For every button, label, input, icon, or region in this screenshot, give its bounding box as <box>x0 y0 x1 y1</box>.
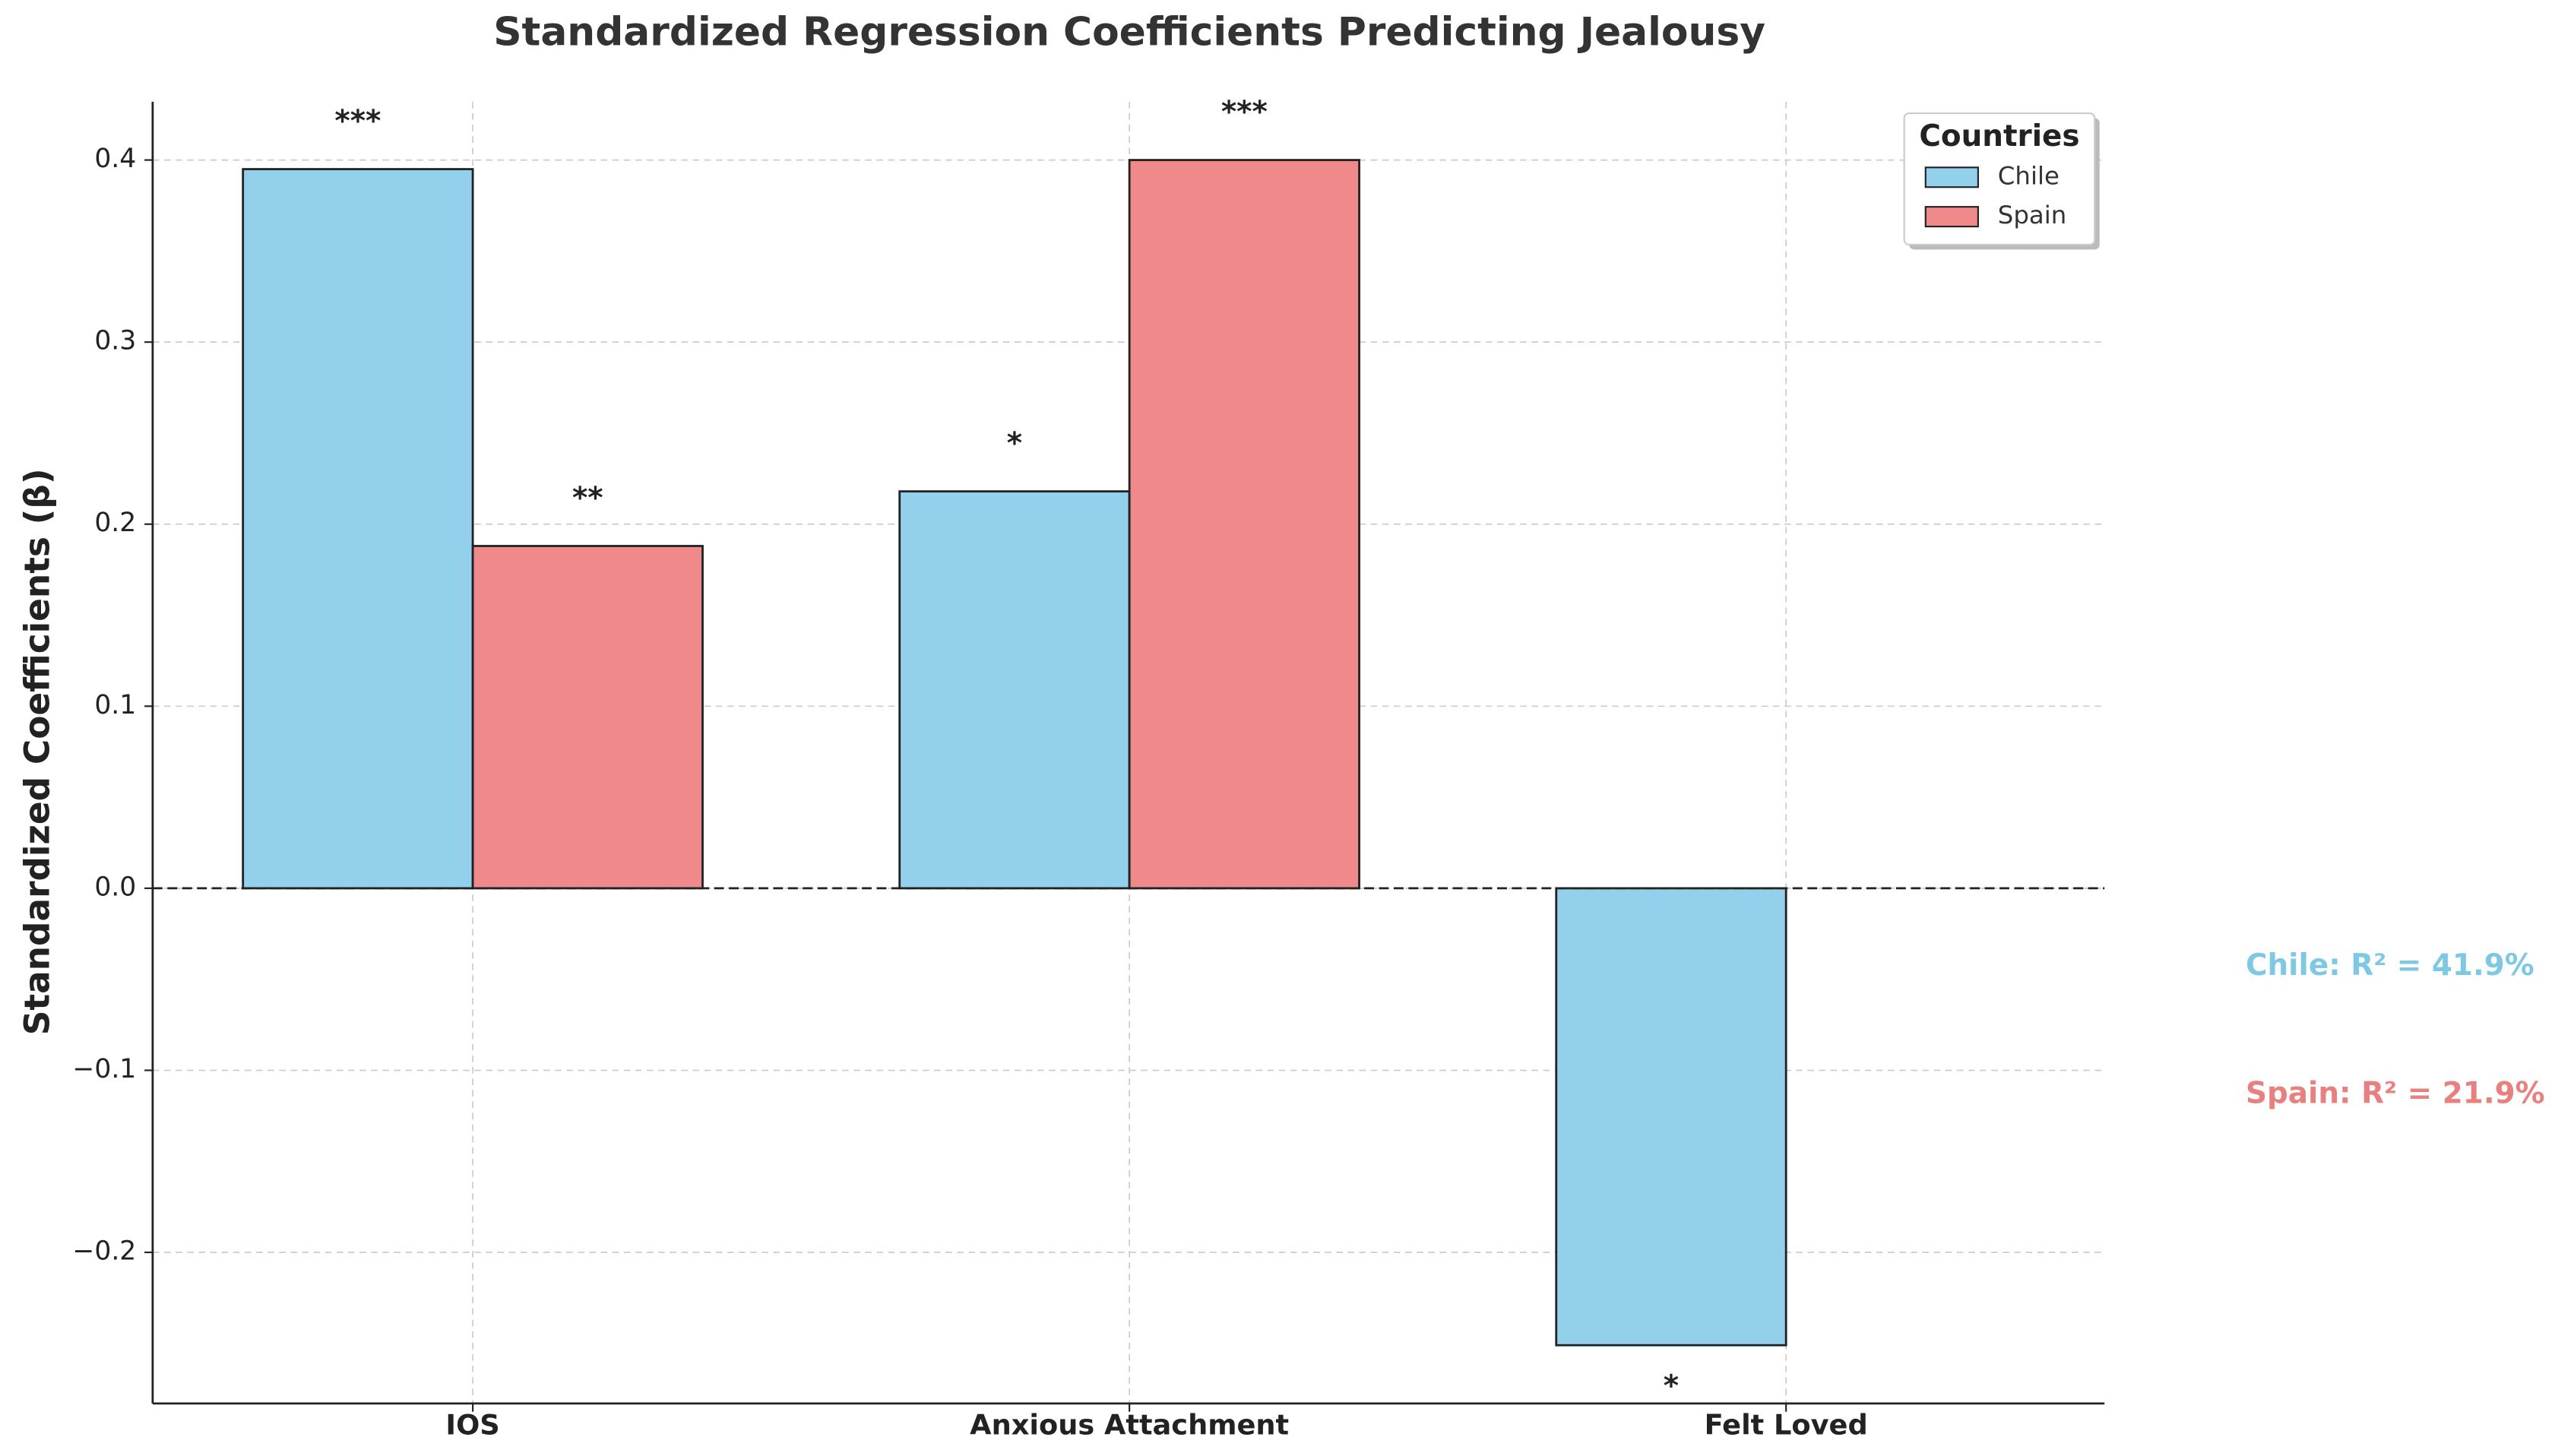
y-tick-label: 0.1 <box>94 690 136 720</box>
significance-label: ** <box>572 482 603 516</box>
y-tick-label: −0.1 <box>72 1054 136 1084</box>
legend-label: Spain <box>1998 201 2066 229</box>
legend-label: Chile <box>1998 161 2060 190</box>
chart-title: Standardized Regression Coefficients Pre… <box>493 9 1765 55</box>
x-tick-label: Anxious Attachment <box>970 1409 1289 1442</box>
x-tick-label: Felt Loved <box>1705 1409 1868 1442</box>
bar <box>1555 887 1787 1347</box>
y-tick-label: 0.2 <box>94 508 136 538</box>
y-tick-label: 0.4 <box>94 144 136 174</box>
legend-swatch <box>1924 206 1979 228</box>
significance-label: * <box>1664 1369 1679 1404</box>
significance-label: *** <box>334 105 381 139</box>
significance-label: *** <box>1221 96 1268 130</box>
x-tick-label: IOS <box>445 1409 499 1442</box>
bar <box>242 168 474 890</box>
y-axis-label: Standardized Coefficients (β) <box>17 468 57 1035</box>
legend-swatch <box>1924 166 1979 188</box>
y-tick-label: 0.3 <box>94 326 136 356</box>
y-tick-label: −0.2 <box>72 1236 136 1267</box>
legend-title: Countries <box>1919 119 2079 154</box>
r2-annotation: Spain: R² = 21.9% <box>2246 1076 2545 1110</box>
bar <box>471 545 704 890</box>
r2-annotation: Chile: R² = 41.9% <box>2246 948 2534 983</box>
bar <box>898 490 1131 890</box>
bar <box>1128 159 1360 890</box>
significance-label: * <box>1007 427 1022 461</box>
y-tick-label: 0.0 <box>94 872 136 902</box>
